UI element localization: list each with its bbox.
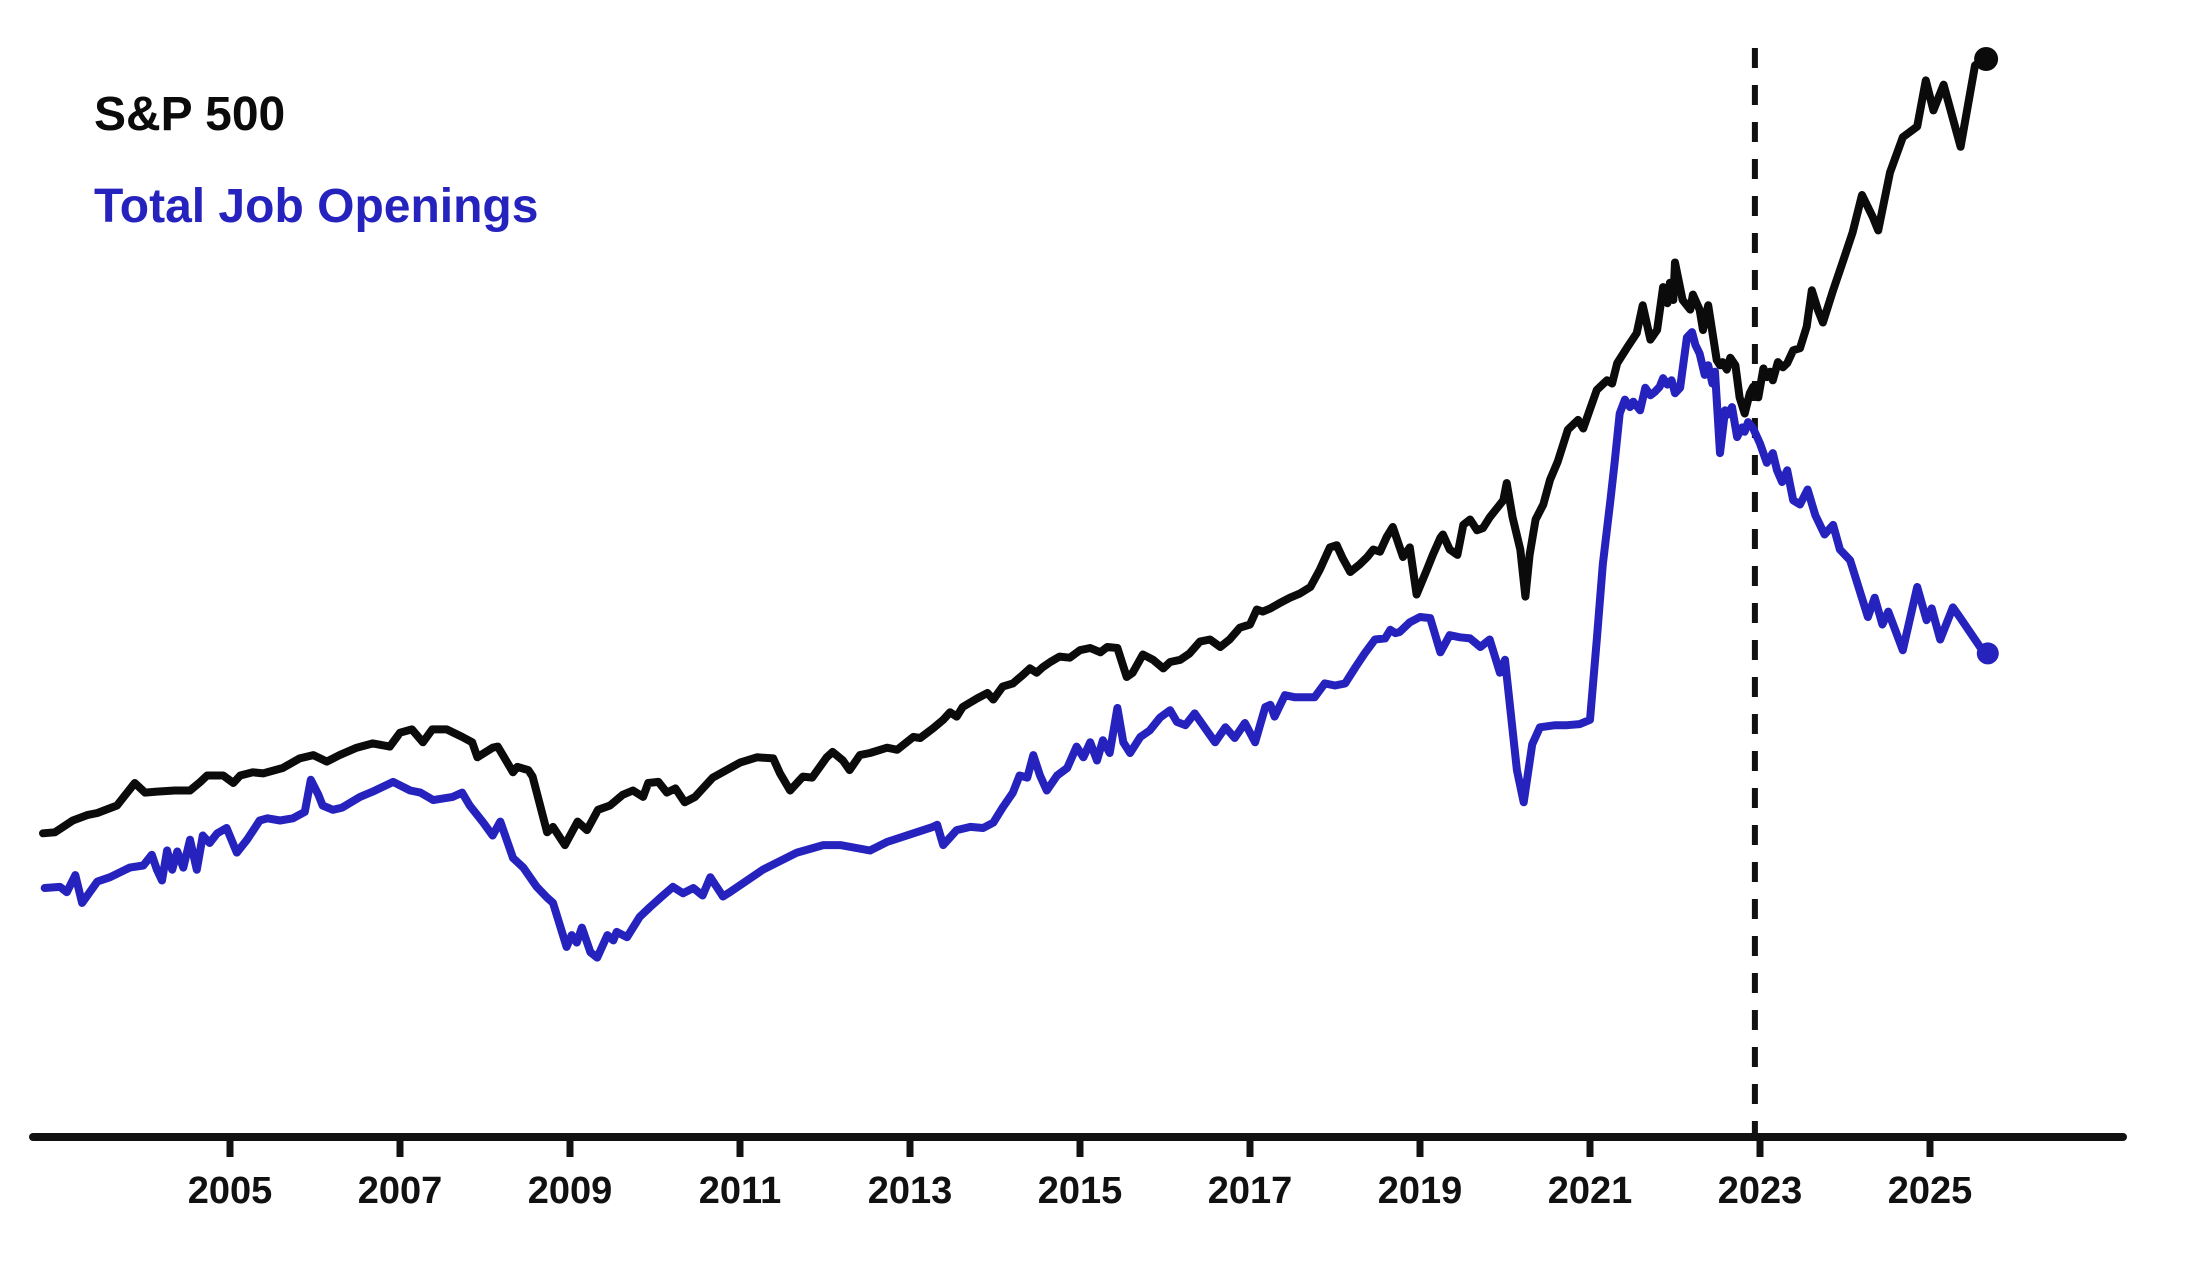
- x-axis-tick-label: 2007: [358, 1170, 443, 1212]
- legend: S&P 500 Total Job Openings: [94, 88, 539, 234]
- x-axis-tick-label: 2011: [699, 1170, 781, 1212]
- x-axis-tick-label: 2005: [188, 1170, 273, 1212]
- x-axis-tick-label: 2015: [1038, 1170, 1123, 1212]
- legend-sp500-label: S&P 500: [94, 88, 286, 141]
- x-axis-tick-label: 2025: [1888, 1170, 1973, 1212]
- x-axis-tick-label: 2017: [1208, 1170, 1293, 1212]
- x-axis-tick-label: 2023: [1718, 1170, 1803, 1212]
- x-axis-tick-label: 2009: [528, 1170, 613, 1212]
- sp500-line: [39, 55, 1991, 850]
- x-axis-tick-label: 2019: [1378, 1170, 1463, 1212]
- x-axis-tick-label: 2013: [868, 1170, 953, 1212]
- sp500-end-dot: [1974, 47, 1999, 71]
- job-openings-line: [40, 328, 1992, 962]
- job-openings-end-dot: [1976, 642, 1999, 665]
- x-axis-tick-label: 2021: [1548, 1170, 1633, 1212]
- legend-job-openings-label: Total Job Openings: [94, 180, 539, 234]
